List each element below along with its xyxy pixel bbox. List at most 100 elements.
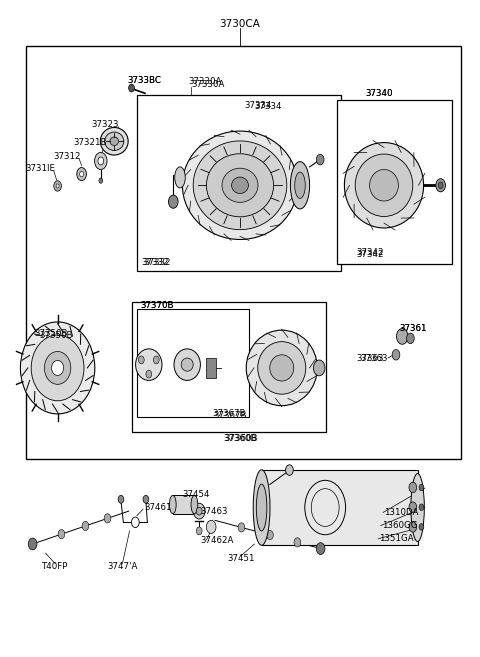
Ellipse shape bbox=[44, 351, 71, 384]
Circle shape bbox=[196, 527, 202, 535]
Circle shape bbox=[409, 522, 417, 532]
Text: 1310DA: 1310DA bbox=[384, 508, 419, 517]
Circle shape bbox=[407, 333, 414, 344]
Circle shape bbox=[206, 520, 216, 533]
Circle shape bbox=[132, 517, 139, 528]
Bar bbox=[262, 470, 418, 545]
Circle shape bbox=[28, 538, 37, 550]
Ellipse shape bbox=[181, 358, 193, 371]
Ellipse shape bbox=[31, 335, 84, 401]
Ellipse shape bbox=[355, 154, 413, 217]
Circle shape bbox=[54, 181, 61, 191]
Ellipse shape bbox=[136, 349, 162, 380]
Ellipse shape bbox=[175, 167, 185, 188]
Ellipse shape bbox=[370, 170, 398, 201]
Text: 37361: 37361 bbox=[399, 324, 427, 333]
Bar bbox=[137, 95, 341, 271]
Text: 37370B: 37370B bbox=[140, 301, 174, 310]
Ellipse shape bbox=[169, 495, 176, 514]
Text: 37330A: 37330A bbox=[191, 79, 225, 89]
Text: 37370B: 37370B bbox=[140, 301, 174, 310]
Circle shape bbox=[238, 523, 245, 532]
Ellipse shape bbox=[100, 127, 128, 155]
Ellipse shape bbox=[191, 495, 198, 514]
Text: 37340: 37340 bbox=[366, 89, 393, 98]
Ellipse shape bbox=[256, 484, 267, 531]
Circle shape bbox=[419, 524, 424, 530]
Circle shape bbox=[146, 370, 152, 378]
Ellipse shape bbox=[290, 162, 310, 209]
Circle shape bbox=[143, 495, 149, 503]
Ellipse shape bbox=[193, 141, 287, 230]
Text: 37461: 37461 bbox=[144, 503, 171, 512]
Text: 3733BC: 3733BC bbox=[127, 76, 161, 85]
Circle shape bbox=[99, 178, 103, 183]
Bar bbox=[206, 358, 216, 378]
Text: 3730CA: 3730CA bbox=[219, 19, 261, 30]
Text: 37350B: 37350B bbox=[39, 330, 73, 340]
Circle shape bbox=[193, 503, 205, 519]
Circle shape bbox=[196, 507, 202, 515]
Circle shape bbox=[104, 514, 111, 523]
Text: 37332: 37332 bbox=[143, 258, 170, 267]
Text: 3733BC: 3733BC bbox=[127, 76, 161, 85]
Ellipse shape bbox=[174, 349, 201, 380]
Circle shape bbox=[313, 360, 325, 376]
Circle shape bbox=[266, 530, 273, 539]
Text: 37367B: 37367B bbox=[214, 411, 247, 420]
Circle shape bbox=[138, 356, 144, 364]
Circle shape bbox=[436, 179, 445, 192]
Circle shape bbox=[316, 543, 325, 555]
Text: 37340: 37340 bbox=[366, 89, 393, 98]
Circle shape bbox=[56, 184, 59, 188]
Text: 1360GG: 1360GG bbox=[382, 521, 417, 530]
Bar bbox=[337, 100, 452, 264]
Ellipse shape bbox=[411, 474, 424, 541]
Ellipse shape bbox=[344, 143, 424, 228]
Ellipse shape bbox=[206, 154, 274, 217]
Circle shape bbox=[409, 502, 417, 512]
Text: 37360B: 37360B bbox=[223, 434, 257, 443]
Circle shape bbox=[129, 84, 134, 92]
Ellipse shape bbox=[20, 322, 95, 414]
Circle shape bbox=[80, 171, 84, 177]
Ellipse shape bbox=[222, 168, 258, 202]
Circle shape bbox=[95, 152, 107, 170]
Text: 37342: 37342 bbox=[356, 248, 384, 258]
Text: 1351GA: 1351GA bbox=[379, 534, 414, 543]
Ellipse shape bbox=[51, 360, 63, 376]
Text: 37363: 37363 bbox=[357, 353, 384, 363]
Text: 37312: 37312 bbox=[53, 152, 81, 161]
Text: 37462A: 37462A bbox=[201, 535, 234, 545]
Bar bbox=[137, 309, 249, 417]
Ellipse shape bbox=[246, 330, 317, 406]
Text: 37342: 37342 bbox=[356, 250, 384, 260]
Circle shape bbox=[316, 154, 324, 165]
Circle shape bbox=[392, 350, 400, 360]
Circle shape bbox=[82, 522, 89, 531]
Text: 37323: 37323 bbox=[91, 120, 119, 129]
Text: 3747'A: 3747'A bbox=[107, 562, 138, 571]
Bar bbox=[26, 46, 461, 459]
Circle shape bbox=[396, 328, 408, 344]
Circle shape bbox=[168, 195, 178, 208]
Circle shape bbox=[294, 538, 301, 547]
Circle shape bbox=[58, 530, 65, 539]
Text: 37454: 37454 bbox=[182, 489, 210, 499]
Circle shape bbox=[77, 168, 86, 181]
Text: 37334: 37334 bbox=[245, 101, 272, 110]
Text: 37350B: 37350B bbox=[35, 329, 68, 338]
Circle shape bbox=[286, 465, 293, 476]
Text: 37332: 37332 bbox=[142, 258, 169, 267]
Ellipse shape bbox=[295, 172, 305, 198]
Text: 37361: 37361 bbox=[399, 324, 427, 333]
Text: 37360B: 37360B bbox=[225, 434, 258, 443]
Ellipse shape bbox=[258, 342, 306, 394]
Ellipse shape bbox=[231, 177, 249, 193]
Text: 37363: 37363 bbox=[360, 353, 388, 363]
Text: 37334: 37334 bbox=[254, 102, 282, 111]
Bar bbox=[173, 495, 194, 514]
Ellipse shape bbox=[182, 131, 298, 240]
Circle shape bbox=[419, 504, 424, 510]
Text: T40FP: T40FP bbox=[42, 562, 68, 571]
